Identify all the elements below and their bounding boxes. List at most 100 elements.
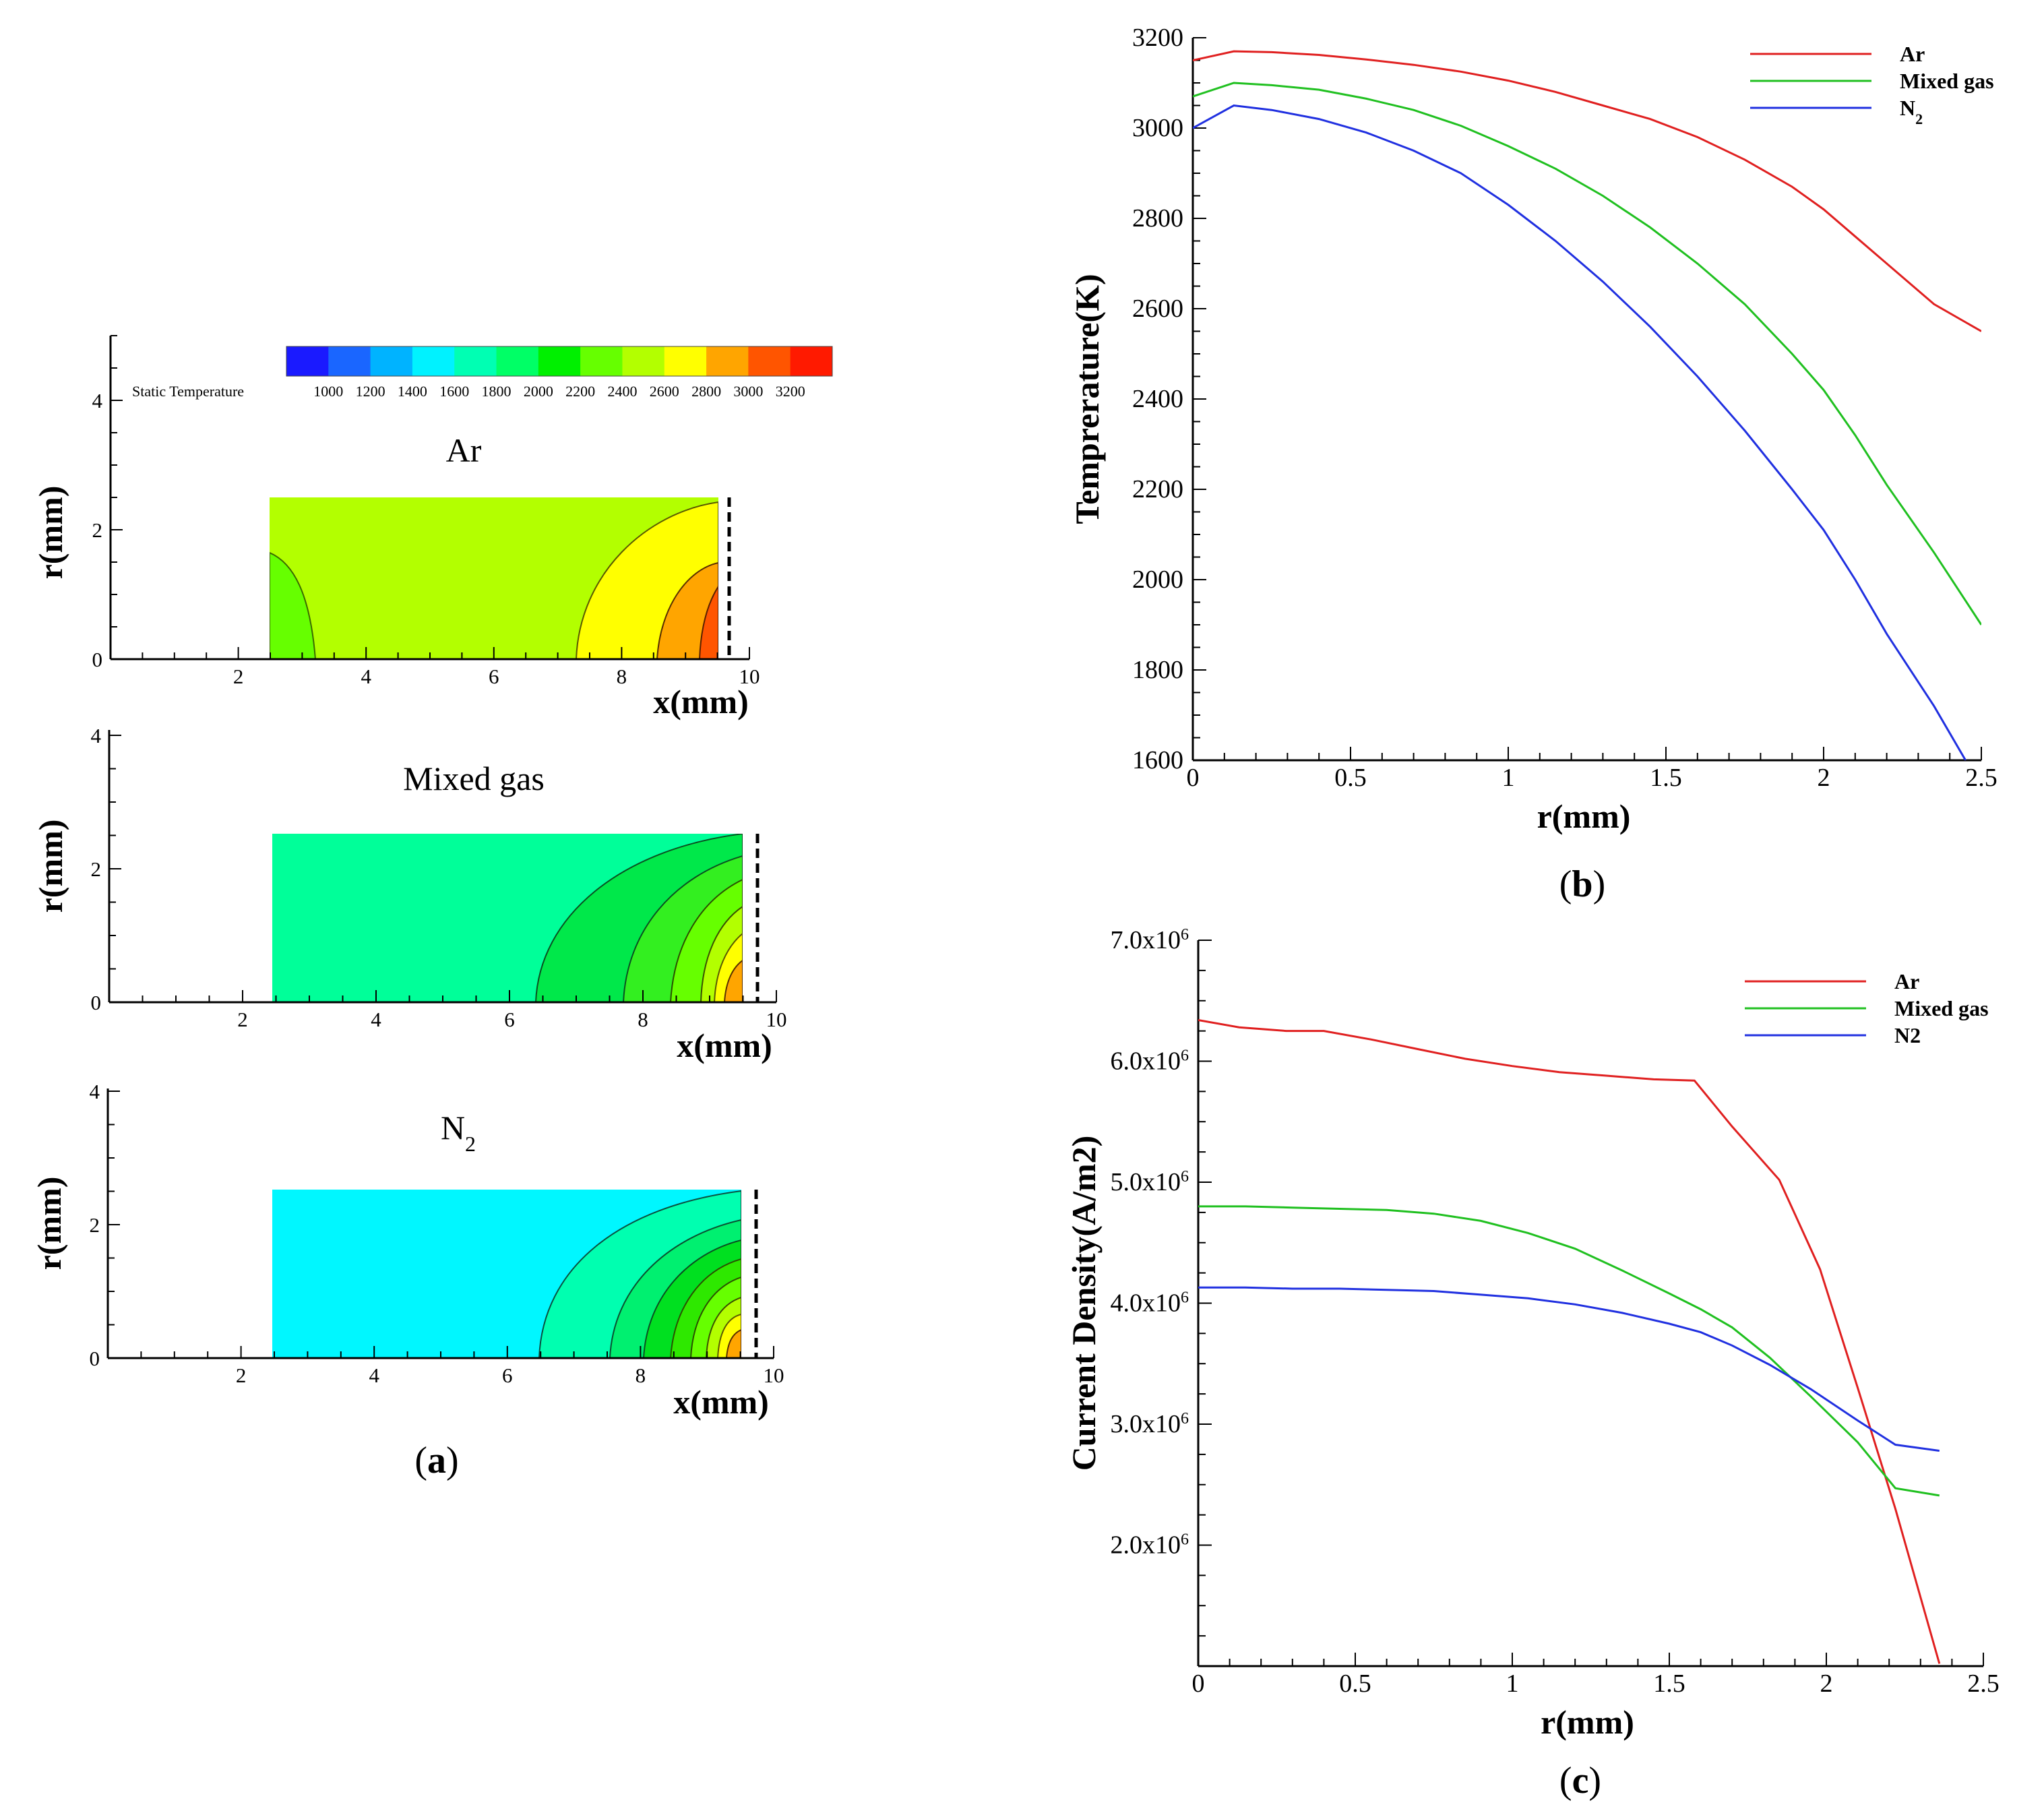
x-tick-label: 8 [636,1363,646,1387]
colorbar-tick-label: 2400 [607,383,637,400]
colorbar-tick-label: 1200 [356,383,385,400]
x-tick-label: 2.5 [1967,1669,2000,1698]
y-tick-label: 1800 [1132,656,1183,684]
colorbar-swatch [748,346,791,376]
series-group [1193,50,1981,760]
series-line-n2 [1198,1286,1940,1452]
y-tick-label: 2.0x106 [1111,1531,1189,1560]
axis-ticks: 2 4 6 8 10 0 2 4 [91,724,787,1031]
colorbar-tick-label: 1000 [313,383,343,400]
panel-c: 0 0.5 1 1.5 2 2.5 2.0x106 3.0x106 4.0x106 5.0x106… [1065,926,2000,1802]
y-tick-label: 4 [92,389,103,412]
y-tick-label: 7.0x106 [1111,926,1189,954]
y-tick-label: 1600 [1132,746,1183,774]
x-tick-label: 2.5 [1965,764,1997,792]
x-tick-label: 2 [1820,1669,1833,1698]
x-tick-label: 1 [1506,1669,1519,1698]
colorbar-swatch [664,346,707,376]
legend-label: Mixed gas [1900,69,1994,93]
panel-b: 0 0.5 1 1.5 2 2.5 1600 1800 2000 2200 2400 2600 2800… [1068,24,1997,905]
x-tick-label: 6 [489,665,499,688]
legend-label: N2 [1900,96,1923,127]
contour-plot-mixed-gas: 2 4 6 8 10 0 2 4 Mixed gas r(mm) x(mm) [32,724,787,1064]
y-tick-label: 2600 [1132,295,1183,323]
field-region [723,959,743,1002]
colorbar-swatch [706,346,749,376]
y-tick-label: 0 [90,1347,100,1370]
colorbar-swatch [538,346,581,376]
axis-ticks: 2 4 6 8 10 0 2 4 [92,335,760,688]
x-tick-label: 4 [361,665,371,688]
x-tick-label: 0.5 [1334,764,1367,792]
x-tick-label: 4 [371,1008,381,1031]
temperature-field-n2 [272,1190,741,1358]
x-tick-label: 2 [233,665,244,688]
colorbar-tick-label: 2200 [565,383,595,400]
y-tick-label: 0 [91,991,102,1014]
y-tick-label: 2800 [1132,204,1183,233]
contour-plot-n2: 2 4 6 8 10 0 2 4 N2 r(mm) x(mm) [30,1080,784,1421]
x-tick-label: 0 [1192,1669,1205,1698]
plot-title: Mixed gas [403,760,545,797]
plot-title: N2 [441,1109,476,1156]
colorbar-swatch [412,346,455,376]
caption-b: (b) [1559,863,1605,905]
line-chart-current-density: 0 0.5 1 1.5 2 2.5 2.0x106 3.0x106 4.0x106 5.0x106… [1065,926,2000,1741]
colorbar-tick-label: 2600 [650,383,679,400]
y-tick-label: 5.0x106 [1111,1168,1189,1196]
colorbar-label: Static Temperature [132,383,244,400]
y-tick-label: 4 [91,724,102,747]
x-tick-label: 1.5 [1650,764,1682,792]
y-tick-label: 2200 [1132,475,1183,503]
y-tick-label: 6.0x106 [1111,1047,1189,1076]
x-tick-label: 8 [617,665,627,688]
x-axis-label: r(mm) [1537,797,1631,835]
x-tick-label: 10 [739,665,760,688]
y-tick-label: 2400 [1132,385,1183,413]
y-tick-label: 0 [92,648,103,671]
colorbar-swatch [370,346,413,376]
field-region [698,585,718,659]
y-axis-label: r(mm) [30,1177,68,1270]
y-axis-label: r(mm) [32,820,69,913]
series-line-ar [1193,50,1981,332]
x-tick-label: 10 [764,1363,784,1387]
temperature-field-mixed [272,834,743,1002]
y-axis-label: r(mm) [32,486,69,580]
legend-label: Mixed gas [1894,996,1989,1020]
y-tick-label: 2000 [1132,565,1183,594]
series-line-mixed-gas [1193,82,1981,625]
y-axis-label: Temprerature(K) [1068,274,1106,524]
y-tick-label: 3000 [1132,114,1183,142]
plot-title: Ar [446,431,482,469]
x-tick-label: 0 [1187,764,1200,792]
caption-a: (a) [414,1440,458,1481]
colorbar-swatch [622,346,665,376]
colorbar-tick-label: 3200 [776,383,805,400]
y-tick-label: 2 [91,857,102,881]
colorbar-swatch [496,346,539,376]
colorbar-tick-label: 2800 [691,383,721,400]
legend-label: N2 [1894,1023,1921,1047]
series-line-ar [1198,1019,1941,1664]
panel-a: 1000 1200 1400 1600 1800 2000 2200 2400 2600 2800… [30,335,833,1481]
colorbar-tick-label: 1600 [439,383,469,400]
x-tick-label: 6 [504,1008,515,1031]
series-group [1198,1019,1941,1664]
series-line-n [1193,104,1966,760]
temperature-field-ar [270,497,718,659]
colorbar-tick-label: 1800 [482,383,512,400]
legend-label: Ar [1900,42,1925,66]
y-tick-label: 2 [92,518,103,542]
x-tick-label: 8 [638,1008,648,1031]
x-tick-label: 1 [1502,764,1515,792]
x-axis-label: x(mm) [677,1026,772,1064]
x-tick-label: 2 [1818,764,1830,792]
y-tick-label: 2 [90,1213,100,1237]
colorbar-swatch [790,346,833,376]
y-tick-label: 3.0x106 [1111,1410,1189,1438]
legend-label: Ar [1894,969,1919,993]
colorbar: 1000 1200 1400 1600 1800 2000 2200 2400 2600 2800… [286,346,833,400]
series-line-mixed-gas [1198,1205,1940,1497]
